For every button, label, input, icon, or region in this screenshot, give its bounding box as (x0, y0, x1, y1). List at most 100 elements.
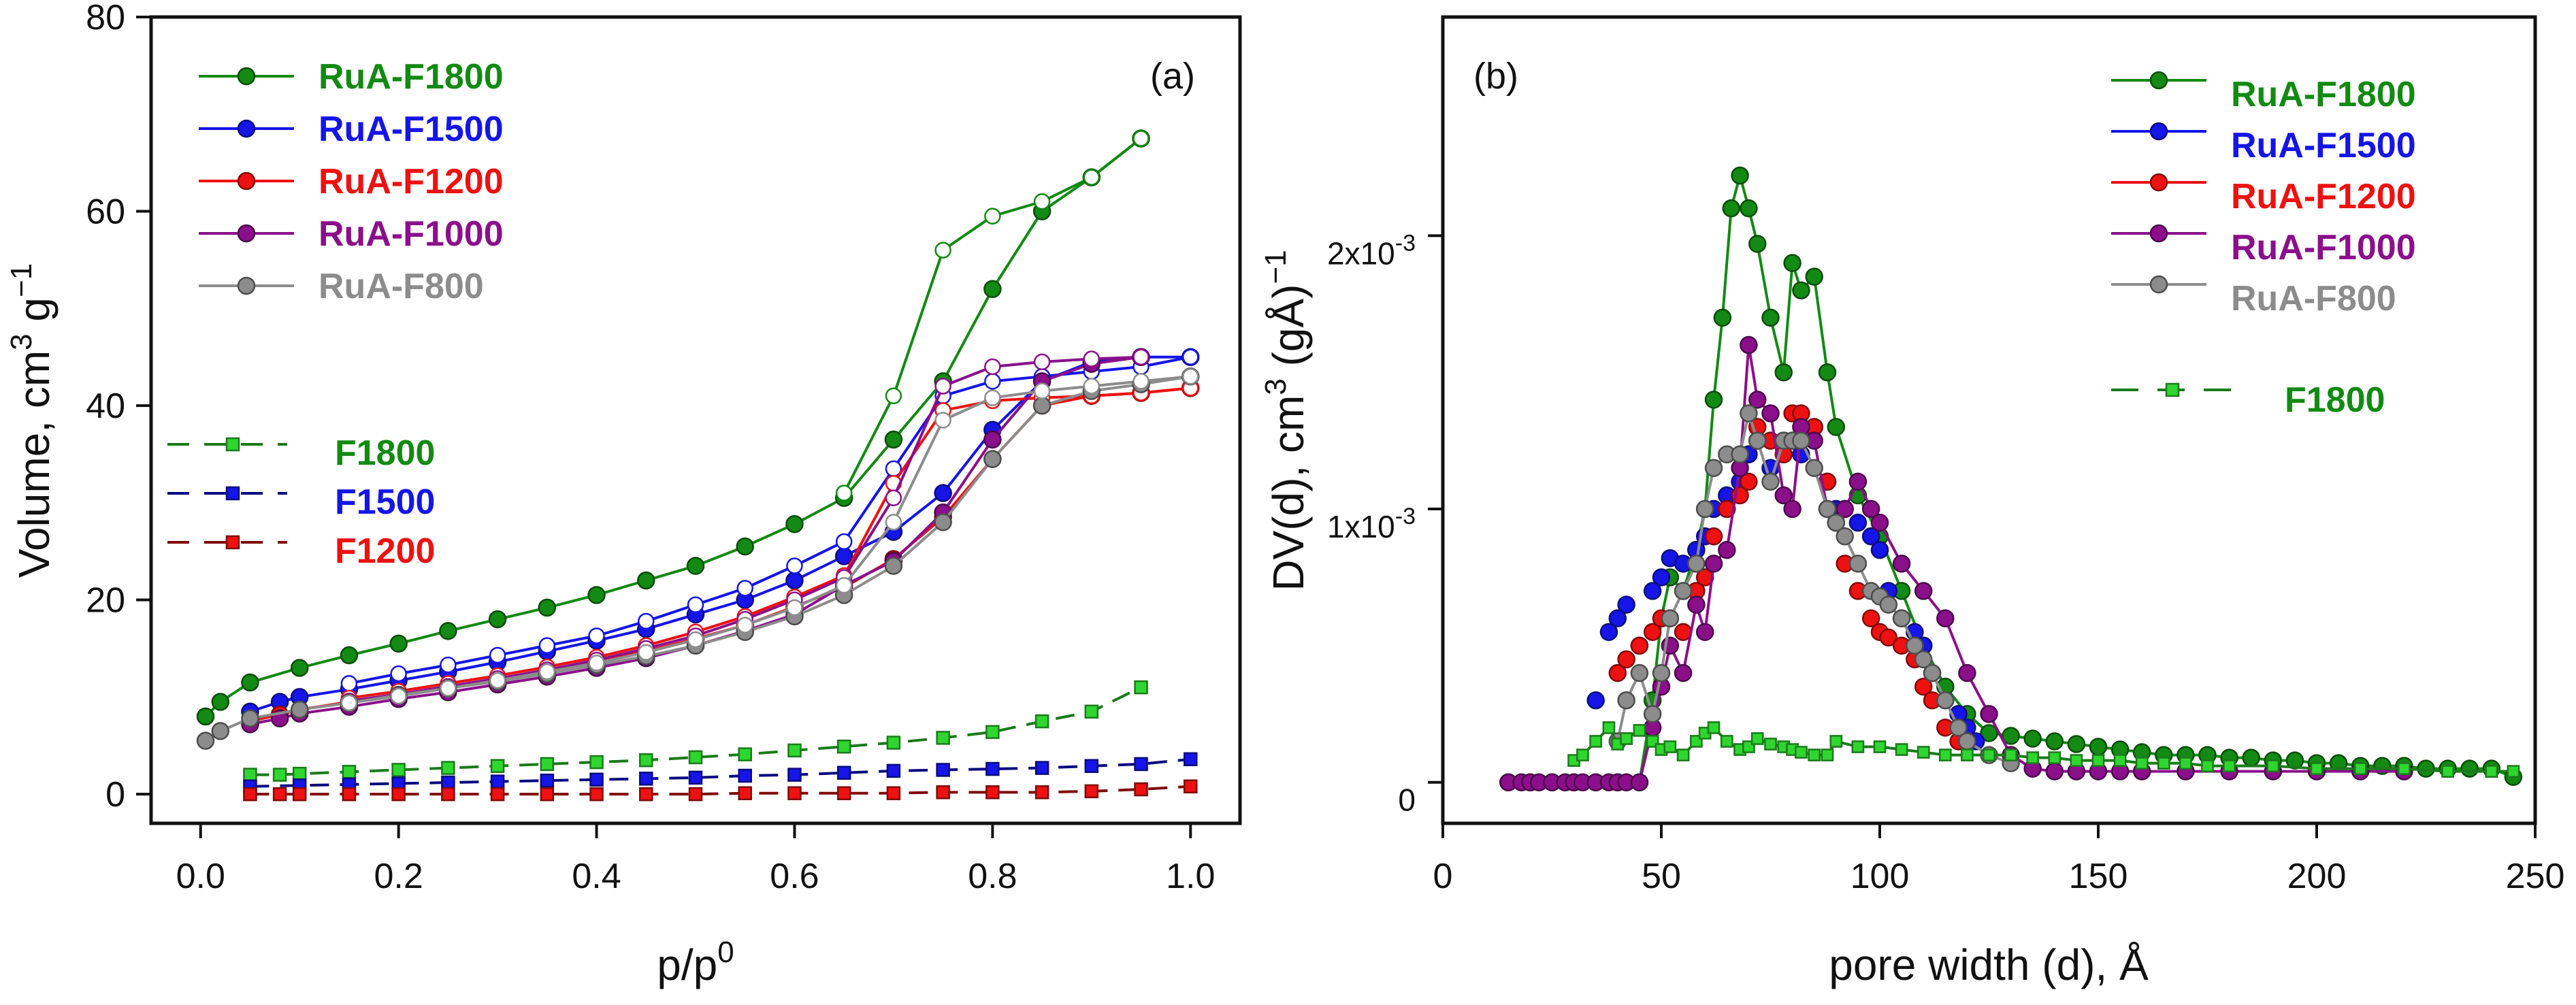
series-rua-f1000-psd (1499, 335, 2413, 791)
data-point (2067, 735, 2086, 753)
data-point (1836, 499, 1854, 518)
desorption-point (984, 373, 1001, 390)
data-point (787, 743, 802, 758)
data-point (1861, 609, 1880, 627)
desorption-point (1083, 378, 1100, 395)
data-point (1936, 691, 1955, 710)
data-point (1983, 748, 1995, 761)
adsorption-point (488, 610, 507, 629)
panel-a-x-axis-title: p/p0 (657, 936, 734, 989)
panel-b-x-tick-label: 0 (1433, 857, 1453, 896)
data-point (985, 761, 1000, 776)
data-point (787, 786, 802, 800)
data-point (886, 786, 901, 800)
data-point (1764, 738, 1777, 751)
data-point (1821, 748, 1834, 761)
desorption-point (885, 489, 902, 506)
legend-item-f1200: F1200 (167, 531, 435, 571)
adsorption-point (686, 557, 705, 575)
data-point (441, 761, 455, 775)
data-point (1687, 555, 1706, 573)
series-f1800-psd (1567, 721, 2520, 778)
data-point (1774, 486, 1793, 505)
legend-marker (2149, 71, 2168, 90)
legend-marker (225, 535, 240, 550)
panel-a-x-tick-label: 0.8 (968, 857, 1017, 896)
desorption-point (835, 576, 853, 594)
data-point (342, 765, 357, 779)
data-point (1740, 199, 1758, 218)
data-point (540, 787, 555, 802)
series-f1500-dashed (243, 752, 1198, 793)
adsorption-point (637, 571, 655, 590)
legend-marker (225, 486, 240, 501)
data-point (738, 786, 752, 800)
data-point (1938, 748, 1952, 761)
data-point (1906, 636, 1924, 655)
desorption-point (588, 627, 605, 644)
desorption-point (687, 631, 704, 648)
data-point (738, 747, 752, 761)
data-point (589, 772, 604, 787)
data-point (985, 725, 1000, 740)
panel-a-series (196, 129, 1200, 802)
data-point (1808, 748, 1821, 761)
desorption-point (588, 655, 605, 672)
data-point (1895, 743, 1908, 756)
data-point (1958, 732, 1976, 751)
data-point (1663, 740, 1677, 753)
panel-a-ylabel-main: Volume, cm (10, 350, 59, 578)
legend-marker (237, 224, 256, 243)
data-point (936, 785, 950, 800)
legend-item-f1800: F1800 (2111, 380, 2385, 420)
panel-b-ylabel-sup2: −1 (1259, 250, 1292, 284)
desorption-line (348, 386, 1191, 699)
desorption-point (440, 657, 457, 674)
data-point (2091, 754, 2105, 767)
legend-item-rua-f1500: RuA-F1500 (199, 110, 504, 149)
data-point (1748, 431, 1767, 450)
data-point (1720, 735, 1733, 748)
data-point (1873, 740, 1887, 753)
data-point (1740, 472, 1758, 491)
panel-a-ylabel-mid: g (10, 297, 59, 333)
data-point (1184, 752, 1198, 767)
data-point (2002, 727, 2020, 745)
data-point (1892, 555, 1911, 573)
series-line (250, 785, 1191, 796)
data-point (886, 736, 901, 750)
panel-a-x-tick-label: 1.0 (1166, 857, 1215, 896)
data-point (1718, 541, 1736, 559)
data-point (2223, 759, 2236, 772)
data-point (1829, 735, 1843, 748)
data-point (2242, 748, 2260, 767)
desorption-point (1132, 373, 1150, 390)
panel-b-ticks: 0 50 100 150 200 250 0 1x10-3 2x10-3 (1327, 230, 2564, 896)
panel-b-label: (b) (1473, 56, 1518, 97)
data-point (1576, 748, 1589, 761)
legend-label: F1800 (2285, 380, 2385, 420)
data-point (1643, 623, 1662, 642)
desorption-line (348, 355, 1141, 703)
panel-b-y-tick-label: 2x10-3 (1327, 230, 1416, 271)
adsorption-point (211, 693, 230, 711)
legend-label: RuA-F1200 (2231, 177, 2416, 216)
data-point (1761, 472, 1780, 491)
panel-a-y-axis-title: Volume, cm3 g−1 (5, 263, 59, 578)
data-point (1748, 391, 1767, 409)
panel-a-ticks: 0.0 0.2 0.4 0.6 0.8 1.0 0 20 40 60 80 (86, 0, 1215, 896)
data-point (836, 739, 851, 754)
panel-a-y-tick-label: 80 (86, 0, 125, 37)
data-point (1630, 663, 1649, 682)
desorption-point (984, 389, 1001, 406)
data-point (1674, 582, 1693, 600)
data-point (1848, 555, 1868, 573)
desorption-point (1033, 193, 1051, 210)
data-point (272, 768, 287, 782)
series-rua-f800 (196, 367, 1200, 750)
data-point (688, 787, 703, 802)
data-point (391, 787, 406, 802)
panel-b-series (1499, 166, 2523, 791)
desorption-point (340, 694, 358, 712)
data-point (490, 774, 505, 789)
